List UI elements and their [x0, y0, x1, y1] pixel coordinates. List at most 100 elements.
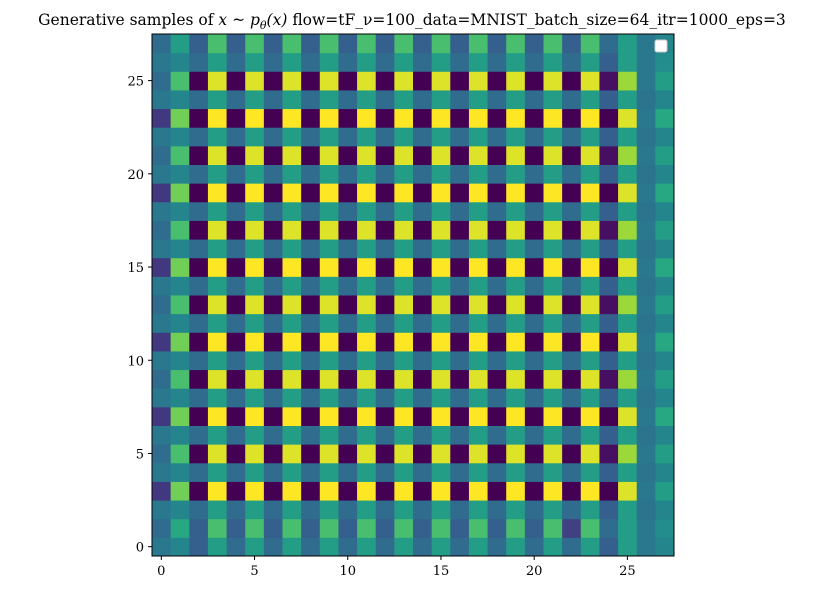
heatmap-cell [431, 313, 451, 333]
heatmap-cell [450, 369, 470, 389]
heatmap-cell [487, 127, 507, 147]
heatmap-cell [468, 295, 489, 315]
heatmap-cell [394, 201, 414, 221]
heatmap-cell [468, 388, 489, 408]
heatmap-cell [450, 52, 470, 72]
heatmap-cell [263, 332, 283, 352]
heatmap-cell [152, 350, 172, 371]
heatmap-cell [506, 89, 526, 110]
heatmap-cell [413, 462, 433, 482]
heatmap-cell [450, 257, 470, 277]
heatmap-cell [207, 444, 228, 464]
heatmap-cell [394, 444, 414, 464]
heatmap-cell [487, 71, 507, 91]
heatmap-cell [263, 108, 283, 128]
heatmap-cell [245, 257, 265, 277]
heatmap-cell [319, 164, 339, 184]
heatmap-cell [506, 425, 526, 445]
heatmap-cell [375, 388, 395, 408]
heatmap-cell [263, 127, 283, 147]
heatmap-cell [655, 164, 675, 184]
heatmap-cell [580, 127, 600, 147]
heatmap-cell [618, 89, 638, 110]
heatmap-cell [338, 537, 358, 557]
heatmap-cell [506, 52, 526, 72]
heatmap-cell [487, 295, 507, 315]
heatmap-cell [375, 183, 395, 203]
heatmap-cell [580, 500, 600, 520]
heatmap-cell [580, 34, 600, 54]
heatmap-cell [413, 276, 433, 296]
heatmap-cell [468, 276, 489, 296]
heatmap-cell [618, 388, 638, 408]
heatmap-cell [450, 220, 470, 240]
heatmap-cell [226, 34, 246, 54]
heatmap-cell [543, 220, 563, 240]
heatmap-cell [170, 444, 190, 464]
heatmap-cell [468, 52, 489, 72]
heatmap-cell [431, 500, 451, 520]
heatmap-cell [375, 52, 395, 72]
heatmap-cell [375, 462, 395, 482]
heatmap-cell [245, 276, 265, 296]
heatmap-cell [301, 313, 321, 333]
heatmap-cell [170, 183, 190, 203]
heatmap-cell [152, 406, 172, 426]
heatmap-cell [207, 481, 228, 501]
heatmap-cell [170, 332, 190, 352]
heatmap-cell [599, 537, 619, 557]
heatmap-cell [487, 518, 507, 538]
heatmap-cell [152, 145, 172, 165]
heatmap-cell [207, 518, 228, 538]
heatmap-cell [599, 127, 619, 147]
heatmap-cell [431, 350, 451, 371]
heatmap-cell [357, 332, 377, 352]
heatmap-cell [599, 164, 619, 184]
heatmap-cell [263, 369, 283, 389]
heatmap-cell [357, 220, 377, 240]
heatmap-cell [524, 276, 544, 296]
heatmap-cell [282, 220, 302, 240]
heatmap-cell [263, 537, 283, 557]
heatmap-cell [524, 127, 544, 147]
heatmap-cell [487, 201, 507, 221]
heatmap-cell [319, 537, 339, 557]
heatmap-cell [468, 34, 489, 54]
heatmap-cell [301, 388, 321, 408]
heatmap-cell [524, 89, 544, 110]
heatmap-cell [580, 276, 600, 296]
heatmap-cell [618, 406, 638, 426]
heatmap-cell [580, 425, 600, 445]
heatmap-cell [394, 462, 414, 482]
heatmap-cell [524, 145, 544, 165]
heatmap-cell [338, 518, 358, 538]
chart-title: Generative samples of x ~ pθ(x) flow=tF_… [38, 11, 786, 32]
heatmap-cell [413, 369, 433, 389]
heatmap-cell [170, 71, 190, 91]
heatmap-cell [618, 71, 638, 91]
heatmap-cell [618, 34, 638, 54]
heatmap-cell [263, 34, 283, 54]
heatmap-cell [319, 500, 339, 520]
heatmap-cell [282, 388, 302, 408]
heatmap-cell [636, 145, 656, 165]
heatmap-cell [152, 481, 172, 501]
heatmap-cell [431, 425, 451, 445]
heatmap-cell [543, 257, 563, 277]
heatmap-cell [263, 183, 283, 203]
heatmap-cell [189, 164, 209, 184]
heatmap-cell [226, 425, 246, 445]
heatmap-cell [599, 444, 619, 464]
heatmap-cell [152, 89, 172, 110]
heatmap-cell [655, 313, 675, 333]
heatmap-cell [319, 127, 339, 147]
heatmap-cell [543, 183, 563, 203]
heatmap-cell [394, 518, 414, 538]
heatmap-cell [487, 537, 507, 557]
heatmap-cell [543, 108, 563, 128]
heatmap-cell [506, 34, 526, 54]
heatmap-cell [357, 89, 377, 110]
heatmap-cell [319, 239, 339, 259]
heatmap-cell [506, 145, 526, 165]
heatmap-cell [413, 257, 433, 277]
